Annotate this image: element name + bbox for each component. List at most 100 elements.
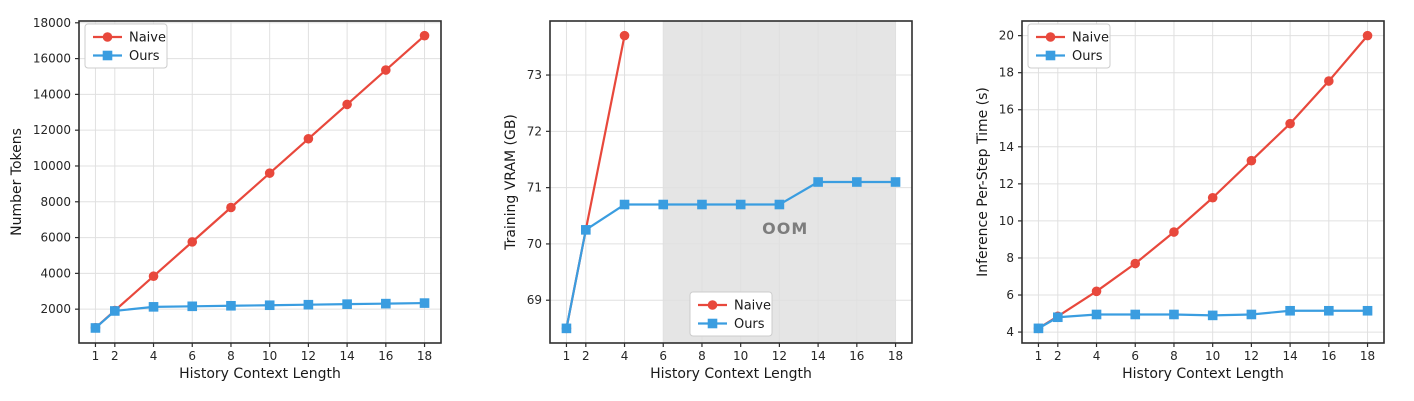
data-point-naive — [187, 237, 198, 247]
data-point-ours — [658, 199, 669, 210]
legend-marker-circle — [102, 32, 113, 42]
legend-label: Naive — [1072, 31, 1109, 46]
x-tick-label: 4 — [621, 349, 629, 363]
legend-marker-circle — [1045, 32, 1055, 42]
legend-marker-square — [102, 50, 113, 61]
x-tick-label: 6 — [1131, 349, 1139, 363]
data-point-naive — [226, 202, 236, 213]
data-point-ours — [1130, 309, 1140, 320]
data-point-naive — [1168, 227, 1179, 237]
data-point-naive — [342, 99, 352, 110]
y-axis-label: Inference Per-Step Time (s) — [974, 87, 990, 277]
chart-training-vram-svg: OOM 1 2 4 6 8 10 12 14 16 18 69 70 71 72 73 History Cont… — [503, 20, 914, 382]
y-tick-label: 14000 — [33, 87, 71, 101]
x-tick-label: 8 — [227, 349, 235, 363]
x-tick-label: 14 — [339, 349, 354, 363]
legend: Naive Ours — [84, 23, 168, 69]
x-tick-label: 12 — [301, 349, 316, 363]
x-tick-label: 1 — [92, 349, 100, 363]
y-tick-label: 2000 — [40, 302, 71, 316]
data-point-ours — [90, 323, 101, 333]
chart-inference-time: 1 2 4 6 8 10 12 14 16 18 4 6 8 10 12 14 16 18 20 History Co… — [943, 0, 1414, 401]
series-line-naive — [1037, 34, 1369, 330]
data-point-naive — [620, 30, 630, 41]
legend: Naive Ours — [1027, 23, 1111, 69]
data-point-ours — [561, 323, 572, 334]
legend-marker-square — [1045, 50, 1055, 61]
x-tick-label: 16 — [378, 349, 393, 363]
y-tick-label: 12 — [998, 177, 1013, 191]
data-point-ours — [1207, 310, 1218, 321]
y-tick-label: 4 — [1006, 325, 1014, 339]
x-tick-label: 10 — [733, 349, 748, 363]
data-point-ours — [1033, 323, 1043, 334]
y-tick-label: 16 — [998, 103, 1013, 117]
x-tick-label: 2 — [1054, 349, 1062, 363]
data-point-ours — [620, 199, 630, 210]
y-tick-label: 71 — [527, 181, 542, 195]
x-tick-label: 12 — [772, 349, 787, 363]
data-point-ours — [381, 298, 391, 309]
data-point-ours — [1362, 305, 1372, 316]
series-line-ours — [1037, 309, 1369, 330]
data-point-ours — [1052, 312, 1063, 323]
y-tick-label: 73 — [527, 68, 542, 82]
data-point-ours — [342, 299, 352, 309]
data-point-naive — [303, 133, 314, 144]
data-point-naive — [1323, 76, 1334, 86]
y-tick-label: 16000 — [33, 52, 71, 66]
data-point-ours — [148, 302, 159, 312]
y-tick-label: 8000 — [40, 195, 71, 209]
data-point-ours — [1284, 305, 1295, 316]
data-point-ours — [303, 299, 314, 310]
y-tick-label: 6000 — [40, 231, 71, 245]
data-point-ours — [581, 225, 591, 235]
x-tick-label: 2 — [582, 349, 590, 363]
y-tick-label: 6 — [1006, 288, 1014, 302]
chart-number-tokens-svg: 1 2 4 6 8 10 12 14 16 18 2000 4000 6000 8000 10000 1200… — [9, 16, 442, 382]
axes-spines — [549, 20, 914, 344]
x-tick-label: 4 — [150, 349, 158, 363]
x-tick-label: 14 — [811, 349, 826, 363]
x-tick-label: 10 — [1205, 349, 1220, 363]
series-line-ours — [565, 180, 897, 330]
y-tick-label: 10 — [998, 214, 1013, 228]
data-point-naive — [1091, 286, 1101, 297]
data-point-ours — [419, 298, 430, 308]
data-point-naive — [1207, 192, 1218, 203]
x-tick-label: 1 — [1034, 349, 1042, 363]
data-point-ours — [1246, 309, 1256, 320]
x-tick-label: 1 — [563, 349, 571, 363]
data-point-ours — [852, 177, 862, 187]
data-point-naive — [1246, 155, 1256, 166]
y-axis-label: Number Tokens — [9, 128, 25, 236]
x-axis-label: History Context Length — [1122, 366, 1284, 382]
chart-number-tokens: 1 2 4 6 8 10 12 14 16 18 2000 4000 6000 8000 10000 1200… — [0, 0, 471, 401]
plot-area — [1021, 21, 1384, 343]
oom-annotation: OOM — [762, 219, 808, 238]
x-axis-label: History Context Length — [650, 366, 812, 382]
x-tick-label: 16 — [850, 349, 865, 363]
data-point-ours — [774, 199, 785, 210]
data-point-ours — [1168, 309, 1179, 320]
data-point-naive — [419, 30, 430, 41]
axes-spines — [1020, 20, 1385, 344]
data-point-ours — [736, 199, 746, 210]
data-point-ours — [891, 177, 901, 187]
data-point-ours — [813, 177, 824, 187]
x-tick-label: 6 — [188, 349, 196, 363]
x-tick-label: 14 — [1282, 349, 1297, 363]
data-point-naive — [1284, 118, 1295, 129]
data-point-naive — [264, 168, 275, 178]
y-tick-label: 12000 — [33, 123, 71, 137]
y-tick-label: 4000 — [40, 266, 71, 280]
legend-marker-square — [708, 318, 718, 329]
x-tick-label: 10 — [262, 349, 277, 363]
x-tick-label: 12 — [1243, 349, 1258, 363]
y-tick-label: 14 — [998, 140, 1013, 154]
series-line-ours — [94, 301, 426, 330]
data-point-naive — [381, 65, 391, 75]
x-tick-label: 8 — [698, 349, 706, 363]
data-point-naive — [148, 271, 159, 282]
